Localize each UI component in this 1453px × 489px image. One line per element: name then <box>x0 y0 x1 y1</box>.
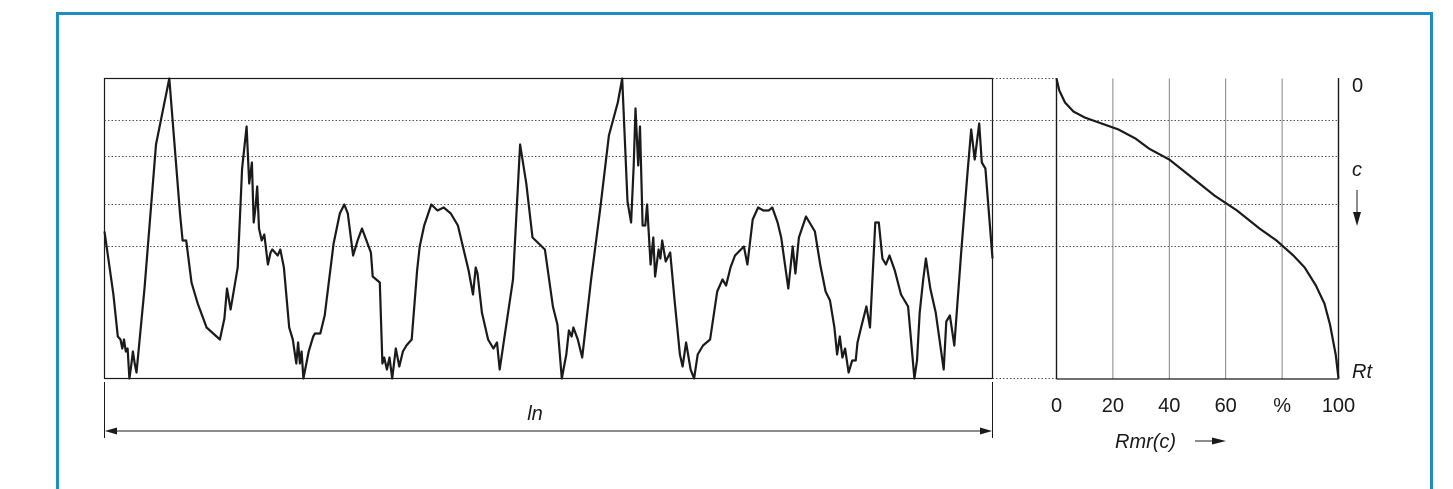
roughness-profile-line <box>103 77 994 380</box>
profile-frame <box>103 77 994 380</box>
x-tick-label: 0 <box>1051 395 1062 417</box>
c-arrow-head <box>1353 212 1361 226</box>
ln-right-arrowhead <box>980 427 992 435</box>
rt-label: Rt <box>1352 361 1373 383</box>
x-tick-label: 20 <box>1102 395 1124 417</box>
c-axis-label: c <box>1352 159 1362 181</box>
y-top-label: 0 <box>1352 75 1363 97</box>
connector-lines <box>992 78 1339 379</box>
bearing-grid <box>1112 78 1283 379</box>
x-tick-label: 100 <box>1322 395 1355 417</box>
x-tick-label: 60 <box>1215 395 1237 417</box>
ln-left-arrowhead <box>105 427 117 435</box>
rmr-axis-label: Rmr(c) <box>1115 431 1176 453</box>
rmr-arrow-head <box>1212 437 1226 445</box>
profile-level-lines <box>104 120 993 247</box>
bearing-area-curve-panel: 0 20 40 60% 100 0 c Rt Rmr(c) <box>1051 75 1374 453</box>
figure-border <box>56 12 1433 489</box>
ln-label: ln <box>527 403 543 425</box>
x-tick-label: 40 <box>1158 395 1180 417</box>
x-tick-label: % <box>1273 395 1291 417</box>
roughness-profile-panel: ln <box>103 77 994 438</box>
bearing-area-curve <box>1055 78 1340 379</box>
bearing-x-tick-labels: 0 20 40 60% 100 <box>1051 395 1355 417</box>
